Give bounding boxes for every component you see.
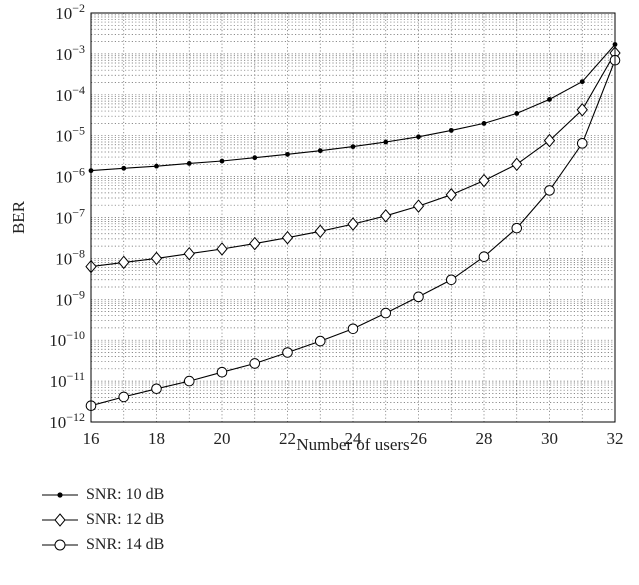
data-point	[154, 163, 159, 169]
series-layer	[85, 42, 621, 412]
y-tick-label: 10−9	[55, 287, 85, 309]
data-point	[445, 187, 457, 202]
data-point	[150, 251, 163, 266]
y-axis-label: BER	[9, 200, 28, 234]
series-3	[85, 54, 621, 412]
x-axis-label: Number of users	[296, 435, 409, 454]
data-point	[350, 144, 356, 150]
x-tick-label: 28	[476, 429, 493, 448]
data-point	[151, 383, 162, 395]
y-tick-label: 10−4	[55, 83, 85, 105]
data-point	[448, 127, 454, 133]
legend-item-snr-12: SNR: 12 dB	[40, 507, 164, 532]
data-point	[380, 209, 392, 223]
x-tick-label: 30	[541, 429, 558, 448]
legend-marker-dot-icon	[42, 491, 78, 498]
data-point	[219, 158, 225, 164]
data-point	[281, 230, 294, 245]
data-point	[216, 242, 228, 256]
legend-item-snr-14: SNR: 14 dB	[40, 532, 164, 557]
data-point	[183, 375, 195, 387]
data-point	[347, 323, 359, 335]
data-point	[544, 185, 555, 196]
data-point	[216, 366, 228, 378]
data-point	[514, 111, 520, 116]
data-point	[121, 165, 127, 171]
data-point	[412, 199, 425, 213]
data-point	[481, 120, 487, 126]
y-tick-label: 10−10	[49, 328, 85, 350]
data-point	[380, 307, 392, 319]
legend-marker-diamond-icon	[42, 512, 78, 527]
x-tick-label: 24	[345, 429, 363, 448]
legend: SNR: 10 dB SNR: 12 dB SNR: 14 dB	[40, 482, 164, 557]
data-point	[543, 133, 556, 148]
data-point	[118, 391, 130, 403]
y-tick-label: 10−6	[55, 165, 85, 187]
data-point	[317, 148, 323, 154]
ber-chart: 16 18 20 22 24 26 28 30 32 10−210−310−410−510−61…	[9, 1, 624, 454]
data-point	[347, 217, 359, 231]
data-point	[183, 246, 195, 261]
data-point	[478, 251, 490, 263]
y-tick-label: 10−12	[49, 410, 85, 432]
data-point	[186, 161, 192, 166]
legend-label: SNR: 14 dB	[86, 535, 165, 553]
data-point	[511, 157, 523, 172]
data-point	[478, 173, 490, 188]
data-point	[445, 274, 457, 286]
y-tick-label: 10−5	[55, 124, 85, 146]
data-point	[416, 134, 421, 140]
data-point	[314, 224, 326, 239]
legend-item-snr-10: SNR: 10 dB	[40, 482, 164, 507]
y-tick-label: 10−7	[55, 206, 85, 228]
legend-marker-circle-icon	[42, 539, 78, 550]
y-tick-labels: 10−2 10−3 10−4 10−5 10−6 10−7 10−8 10−9 10−10 10−…	[49, 1, 85, 432]
y-tick-label: 10−8	[55, 246, 85, 268]
legend-label: SNR: 12 dB	[86, 510, 165, 528]
data-point	[285, 151, 290, 157]
y-tick-label: 10−2	[55, 1, 85, 23]
data-point	[314, 335, 326, 347]
x-tick-label: 22	[279, 429, 296, 448]
y-tick-label: 10−11	[50, 369, 85, 391]
data-point	[547, 97, 552, 102]
data-point	[249, 236, 261, 251]
x-tick-label: 16	[83, 429, 100, 448]
legend-label: SNR: 10 dB	[86, 485, 165, 503]
plot-frame	[90, 12, 616, 423]
data-point	[252, 155, 258, 161]
data-point	[576, 103, 588, 117]
x-tick-label: 32	[607, 429, 624, 448]
data-point	[576, 138, 588, 149]
data-point	[579, 79, 585, 85]
data-point	[249, 358, 261, 369]
data-point	[383, 139, 389, 145]
x-tick-label: 20	[214, 429, 231, 448]
y-tick-label: 10−3	[55, 42, 85, 64]
data-point	[413, 291, 424, 303]
data-point	[118, 255, 130, 270]
x-tick-label: 26	[410, 429, 427, 448]
x-tick-label: 18	[148, 429, 165, 448]
data-point	[511, 222, 523, 234]
data-point	[282, 347, 293, 358]
x-tick-labels: 16 18 20 22 24 26 28 30 32	[83, 429, 624, 448]
